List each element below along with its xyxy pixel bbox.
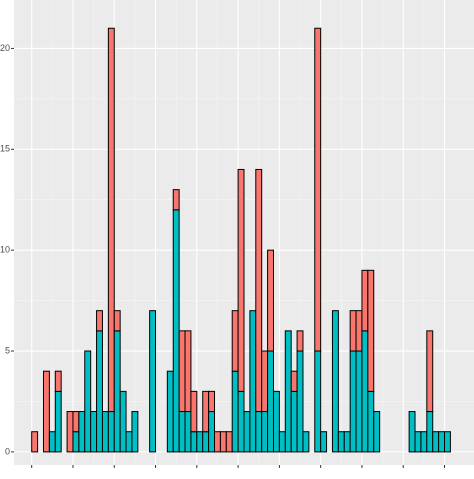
bar [113, 330, 121, 453]
bar [361, 330, 369, 453]
bar [284, 330, 292, 453]
bar [237, 168, 245, 392]
bar [78, 411, 86, 453]
bar [72, 411, 80, 433]
bar [101, 411, 109, 453]
bar [202, 431, 210, 453]
bar [113, 310, 121, 332]
bar [196, 431, 204, 453]
bar [125, 431, 133, 453]
bar [231, 370, 239, 453]
bar [178, 411, 186, 453]
y-tick-label: 20 [0, 43, 10, 53]
bar [214, 431, 221, 453]
bar [190, 390, 198, 433]
bar [237, 390, 245, 453]
bar [296, 330, 304, 352]
bar [166, 370, 174, 453]
bar [231, 310, 239, 372]
bar [172, 189, 180, 211]
bar [107, 411, 115, 453]
bar [255, 168, 263, 413]
bar [349, 350, 357, 453]
bar [432, 431, 440, 453]
bar [261, 411, 269, 453]
bar [219, 431, 227, 453]
bar [54, 370, 62, 392]
bar [337, 431, 345, 453]
bar [84, 350, 92, 453]
bar [296, 350, 304, 453]
bar [90, 411, 98, 453]
bar [96, 330, 103, 453]
bar [349, 310, 357, 352]
bar [72, 431, 80, 453]
bar [255, 411, 263, 453]
bar [42, 370, 50, 453]
bar [408, 411, 416, 453]
y-tick-label: 10 [0, 245, 10, 255]
bar [367, 390, 375, 453]
bar [290, 370, 298, 392]
bar [225, 431, 233, 453]
bar [202, 390, 210, 433]
bar [107, 27, 115, 413]
bar [149, 310, 157, 453]
bar [355, 350, 363, 453]
bar [302, 431, 310, 453]
bar [267, 249, 274, 352]
bar [243, 411, 251, 453]
bar [331, 310, 339, 453]
bar [190, 431, 198, 453]
bar [119, 390, 127, 453]
bar [320, 431, 328, 453]
bar [420, 431, 428, 453]
y-tick-label: 5 [5, 345, 10, 355]
bar [272, 390, 280, 453]
bar [184, 411, 192, 453]
bar [314, 350, 322, 453]
bar [131, 411, 139, 453]
bar [361, 269, 369, 332]
bar [96, 310, 103, 332]
bar [414, 431, 422, 453]
bar [31, 431, 39, 453]
bar [172, 209, 180, 453]
bar [426, 411, 434, 453]
bar [355, 310, 363, 352]
bar [444, 431, 451, 453]
bar [373, 411, 381, 453]
bar [66, 411, 74, 453]
bar [48, 431, 56, 453]
bar [314, 27, 322, 352]
bar [367, 269, 375, 392]
bar [54, 390, 62, 453]
y-tick-label: 15 [0, 144, 10, 154]
bar [208, 390, 216, 413]
bar [208, 411, 216, 453]
bar [261, 350, 269, 413]
bar [343, 431, 351, 453]
bar [267, 350, 274, 453]
bar [426, 330, 434, 413]
bar [290, 390, 298, 453]
bar [178, 330, 186, 413]
bar [438, 431, 446, 453]
y-tick-label: 0 [5, 446, 10, 456]
bar [278, 431, 286, 453]
bar [184, 330, 192, 413]
bar [249, 310, 257, 453]
